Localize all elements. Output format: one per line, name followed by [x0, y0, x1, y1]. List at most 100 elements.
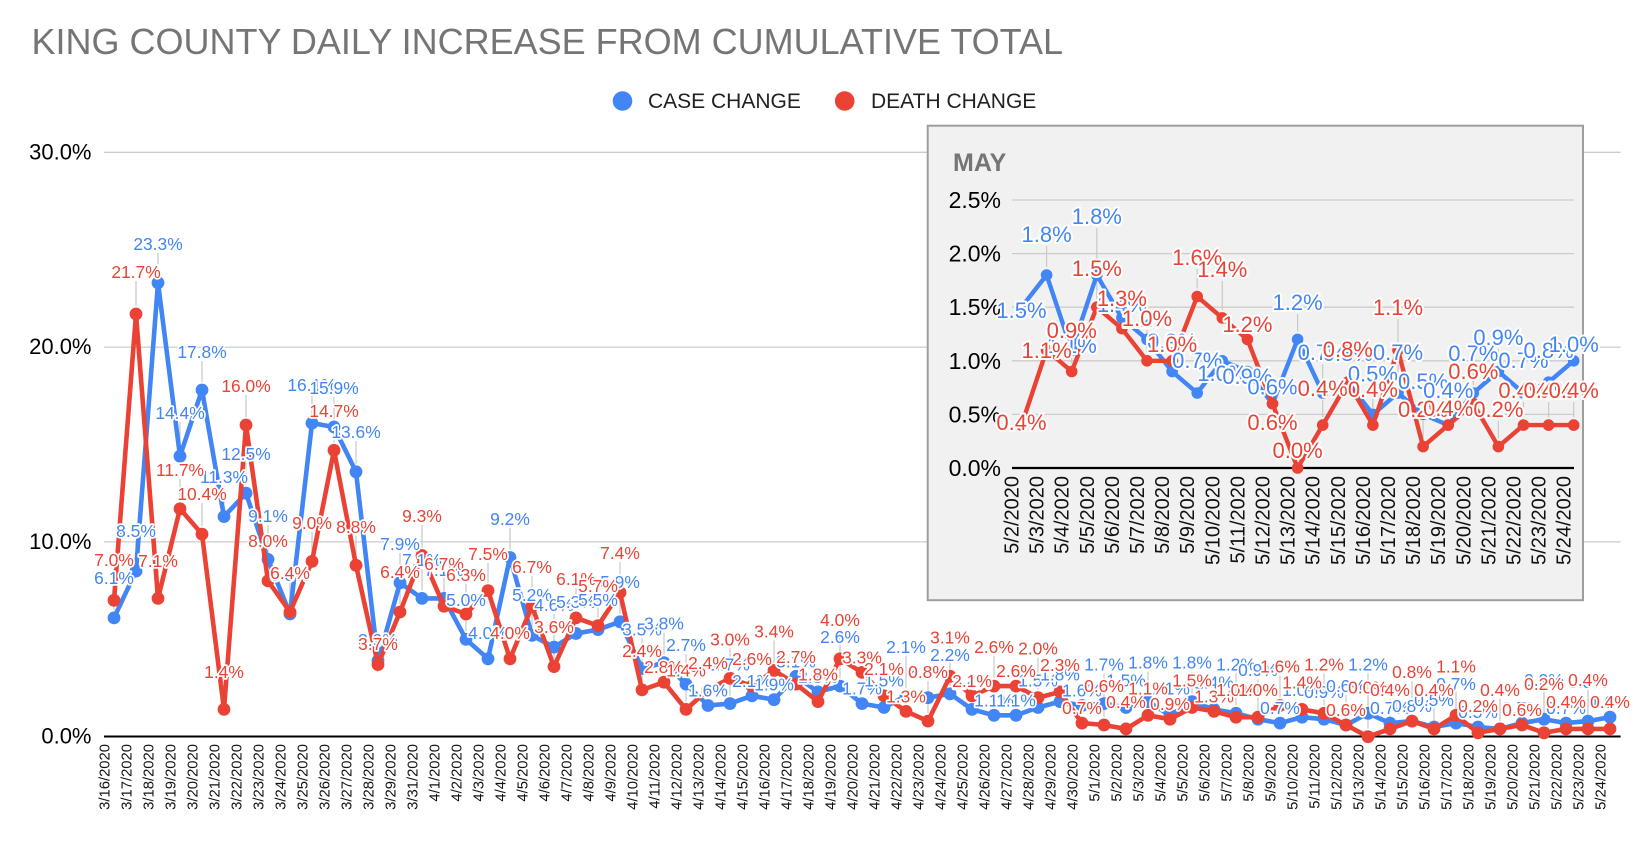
svg-text:0.7%: 0.7%: [1062, 698, 1102, 718]
svg-text:4/5/2020: 4/5/2020: [515, 744, 531, 802]
svg-text:0.7%: 0.7%: [1298, 340, 1348, 365]
svg-text:3.8%: 3.8%: [644, 614, 684, 634]
svg-text:4/2/2020: 4/2/2020: [449, 744, 465, 802]
svg-text:10.4%: 10.4%: [177, 484, 226, 504]
svg-text:5/23/2020: 5/23/2020: [1571, 744, 1587, 810]
svg-text:8.0%: 8.0%: [248, 531, 288, 551]
svg-text:5/15/2020: 5/15/2020: [1328, 476, 1350, 565]
svg-text:1.2%: 1.2%: [1222, 312, 1272, 337]
svg-text:5/3/2020: 5/3/2020: [1027, 476, 1049, 554]
svg-text:0.4%: 0.4%: [1480, 680, 1520, 700]
svg-text:0.4%: 0.4%: [1423, 396, 1473, 421]
svg-text:4/6/2020: 4/6/2020: [537, 744, 553, 802]
svg-text:4/9/2020: 4/9/2020: [603, 744, 619, 802]
svg-text:5/20/2020: 5/20/2020: [1505, 744, 1521, 810]
svg-text:6.1%: 6.1%: [556, 569, 596, 589]
svg-text:0.6%: 0.6%: [1247, 375, 1297, 400]
svg-text:5/8/2020: 5/8/2020: [1152, 476, 1174, 554]
svg-text:5/16/2020: 5/16/2020: [1417, 744, 1433, 810]
svg-text:DEATH CHANGE: DEATH CHANGE: [871, 90, 1036, 113]
svg-text:4/12/2020: 4/12/2020: [669, 744, 685, 810]
svg-text:2.4%: 2.4%: [622, 641, 662, 661]
svg-text:3.3%: 3.3%: [842, 647, 882, 667]
svg-text:4/4/2020: 4/4/2020: [493, 744, 509, 802]
svg-text:3/17/2020: 3/17/2020: [119, 744, 135, 810]
svg-text:0.7%: 0.7%: [1373, 340, 1423, 365]
svg-text:0.6%: 0.6%: [1326, 700, 1366, 720]
svg-text:0.0%: 0.0%: [949, 455, 1001, 481]
svg-text:3/19/2020: 3/19/2020: [163, 744, 179, 810]
svg-text:1.8%: 1.8%: [1040, 665, 1080, 685]
svg-text:3/23/2020: 3/23/2020: [251, 744, 267, 810]
svg-text:4/22/2020: 4/22/2020: [889, 744, 905, 810]
svg-text:1.1%: 1.1%: [1047, 333, 1097, 358]
svg-text:14.7%: 14.7%: [309, 401, 358, 421]
svg-text:4/3/2020: 4/3/2020: [471, 744, 487, 802]
svg-text:23.3%: 23.3%: [133, 234, 182, 254]
svg-text:0.9%: 0.9%: [1304, 682, 1344, 702]
svg-text:2.7%: 2.7%: [666, 635, 706, 655]
svg-text:7.1%: 7.1%: [138, 551, 178, 571]
svg-text:0.4%: 0.4%: [1348, 377, 1398, 402]
svg-text:0.5%: 0.5%: [1398, 369, 1448, 394]
svg-text:5/5/2020: 5/5/2020: [1175, 744, 1191, 802]
svg-text:1.9%: 1.9%: [754, 675, 794, 695]
svg-text:13.6%: 13.6%: [331, 422, 380, 442]
svg-text:0.8%: 0.8%: [1524, 338, 1574, 363]
svg-text:0.9%: 0.9%: [1473, 325, 1523, 350]
svg-text:5/14/2020: 5/14/2020: [1303, 476, 1325, 565]
svg-text:0.4%: 0.4%: [1480, 680, 1520, 700]
svg-text:0.4%: 0.4%: [1524, 378, 1574, 403]
svg-text:5/22/2020: 5/22/2020: [1549, 744, 1565, 810]
svg-text:5/6/2020: 5/6/2020: [1102, 476, 1124, 554]
svg-text:4/27/2020: 4/27/2020: [999, 744, 1015, 810]
svg-text:2.1%: 2.1%: [886, 637, 926, 657]
svg-text:0.4%: 0.4%: [1590, 692, 1630, 712]
svg-text:1.6%: 1.6%: [688, 681, 728, 701]
svg-text:5/23/2020: 5/23/2020: [1529, 476, 1551, 565]
svg-text:4/26/2020: 4/26/2020: [977, 744, 993, 810]
svg-text:4.0%: 4.0%: [468, 623, 508, 643]
svg-text:6.4%: 6.4%: [270, 563, 310, 583]
svg-text:1.7%: 1.7%: [1084, 655, 1124, 675]
svg-text:0.4%: 0.4%: [1298, 376, 1348, 401]
svg-text:4/7/2020: 4/7/2020: [559, 744, 575, 802]
svg-text:9.3%: 9.3%: [402, 506, 442, 526]
svg-text:9.0%: 9.0%: [292, 513, 332, 533]
svg-text:0.5%: 0.5%: [1348, 361, 1398, 386]
svg-text:5.0%: 5.0%: [446, 590, 486, 610]
svg-text:1.1%: 1.1%: [1150, 678, 1190, 698]
svg-text:0.8%: 0.8%: [1323, 337, 1373, 362]
svg-text:1.0%: 1.0%: [1197, 361, 1247, 386]
svg-text:7.4%: 7.4%: [600, 543, 640, 563]
svg-text:5/7/2020: 5/7/2020: [1127, 476, 1149, 554]
svg-text:4/30/2020: 4/30/2020: [1065, 744, 1081, 810]
svg-text:1.4%: 1.4%: [204, 662, 244, 682]
svg-text:1.1%: 1.1%: [1128, 678, 1168, 698]
svg-text:4/29/2020: 4/29/2020: [1043, 744, 1059, 810]
svg-text:1.2%: 1.2%: [1122, 307, 1172, 332]
svg-text:0.6%: 0.6%: [1448, 359, 1498, 384]
svg-text:5/13/2020: 5/13/2020: [1278, 476, 1300, 565]
svg-text:0.9%: 0.9%: [1047, 318, 1097, 343]
svg-text:1.2%: 1.2%: [1273, 290, 1323, 315]
svg-text:2.2%: 2.2%: [930, 645, 970, 665]
svg-text:4/17/2020: 4/17/2020: [779, 744, 795, 810]
svg-text:6.1%: 6.1%: [94, 568, 134, 588]
svg-text:0.4%: 0.4%: [1546, 692, 1586, 712]
svg-text:2.1%: 2.1%: [952, 671, 992, 691]
svg-text:7.5%: 7.5%: [468, 544, 508, 564]
svg-text:5/3/2020: 5/3/2020: [1131, 744, 1147, 802]
svg-text:9.1%: 9.1%: [248, 506, 288, 526]
svg-text:4/14/2020: 4/14/2020: [713, 744, 729, 810]
svg-text:1.5%: 1.5%: [996, 298, 1046, 323]
svg-text:2.0%: 2.0%: [949, 241, 1001, 267]
svg-text:0.7%: 0.7%: [1260, 698, 1300, 718]
svg-text:21.7%: 21.7%: [111, 262, 160, 282]
svg-text:1.8%: 1.8%: [1072, 204, 1122, 229]
svg-text:4/19/2020: 4/19/2020: [823, 744, 839, 810]
svg-text:4/18/2020: 4/18/2020: [801, 744, 817, 810]
svg-text:4/1/2020: 4/1/2020: [427, 744, 443, 802]
svg-text:1.8%: 1.8%: [1022, 222, 1072, 247]
svg-text:2.5%: 2.5%: [949, 187, 1001, 213]
